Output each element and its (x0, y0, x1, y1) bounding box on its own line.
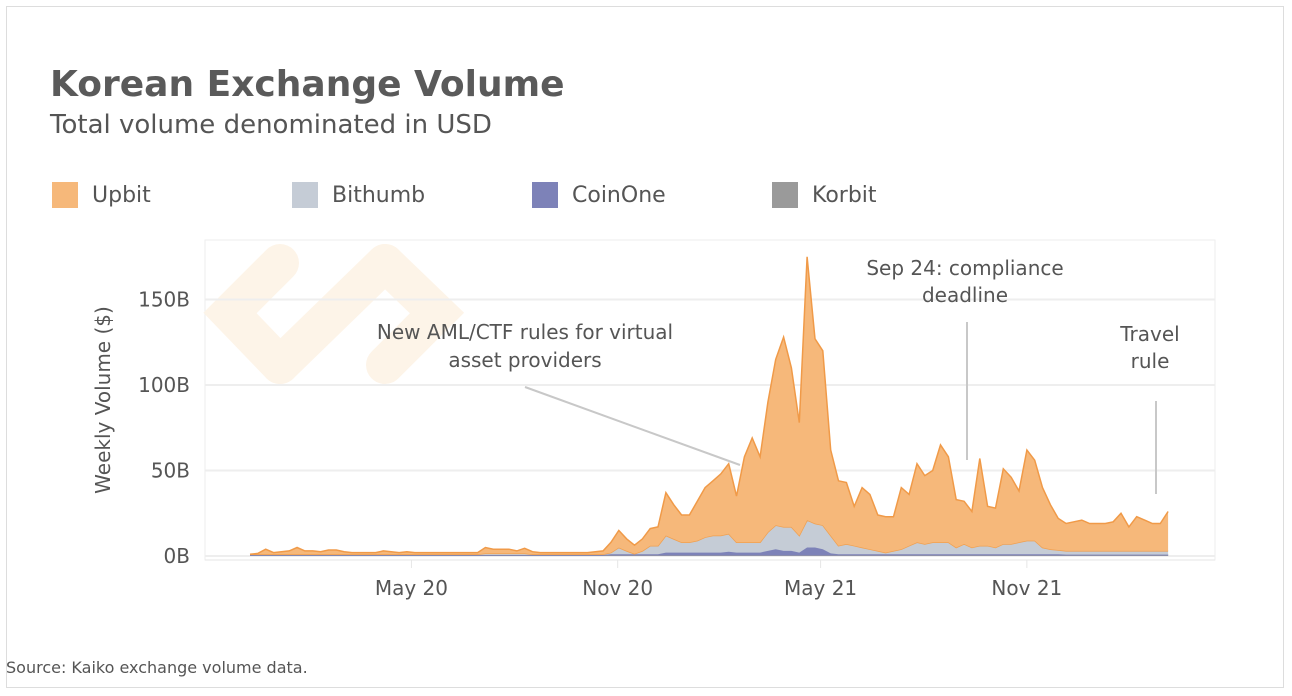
y-tick-label: 50B (151, 459, 190, 483)
area-upbit (250, 256, 1169, 555)
annotation-text: Sep 24: compliance (866, 256, 1063, 280)
legend-label: Bithumb (332, 182, 426, 208)
x-tick-label: May 21 (784, 576, 857, 600)
x-tick-label: Nov 20 (582, 576, 653, 600)
annotation: Sep 24: compliance deadline (866, 256, 1064, 460)
chart-subtitle: Total volume denominated in USD (50, 110, 492, 140)
legend-swatch-upbit (52, 182, 78, 208)
legend-swatch-korbit (772, 182, 798, 208)
kaiko-logo-watermark (203, 244, 465, 384)
x-tick-label: May 20 (375, 576, 448, 600)
legend-item-bithumb[interactable]: Bithumb (292, 182, 532, 208)
annotation: New AML/CTF rules for virtual asset provi… (377, 320, 741, 466)
legend-label: Upbit (92, 182, 151, 208)
source-note: Source: Kaiko exchange volume data. (6, 658, 308, 677)
annotation-text: rule (1131, 349, 1170, 373)
legend-swatch-coinone (532, 182, 558, 208)
y-tick-label: 150B (138, 288, 190, 312)
legend-label: Korbit (812, 182, 877, 208)
y-tick-label: 0B (164, 544, 190, 568)
x-tick-label: Nov 21 (991, 576, 1062, 600)
line-upbit (249, 256, 1169, 556)
legend-item-coinone[interactable]: CoinOne (532, 182, 772, 208)
legend-item-upbit[interactable]: Upbit (52, 182, 292, 208)
legend-item-korbit[interactable]: Korbit (772, 182, 1012, 208)
annotation-text: deadline (922, 283, 1008, 307)
chart-title: Korean Exchange Volume (50, 64, 565, 105)
legend-label: CoinOne (572, 182, 666, 208)
annotation-connector (524, 386, 741, 466)
annotation-text: Travel (1119, 322, 1179, 346)
annotation: Travel rule (1119, 322, 1180, 494)
y-tick-label: 100B (138, 373, 190, 397)
y-axis-title: Weekly Volume ($) (91, 306, 115, 494)
annotation-text: asset providers (448, 348, 601, 372)
annotation-text: New AML/CTF rules for virtual (377, 320, 673, 344)
legend: Upbit Bithumb CoinOne Korbit (52, 182, 1012, 208)
area-bithumb (250, 520, 1169, 555)
legend-swatch-bithumb (292, 182, 318, 208)
chart-frame (6, 6, 1284, 688)
